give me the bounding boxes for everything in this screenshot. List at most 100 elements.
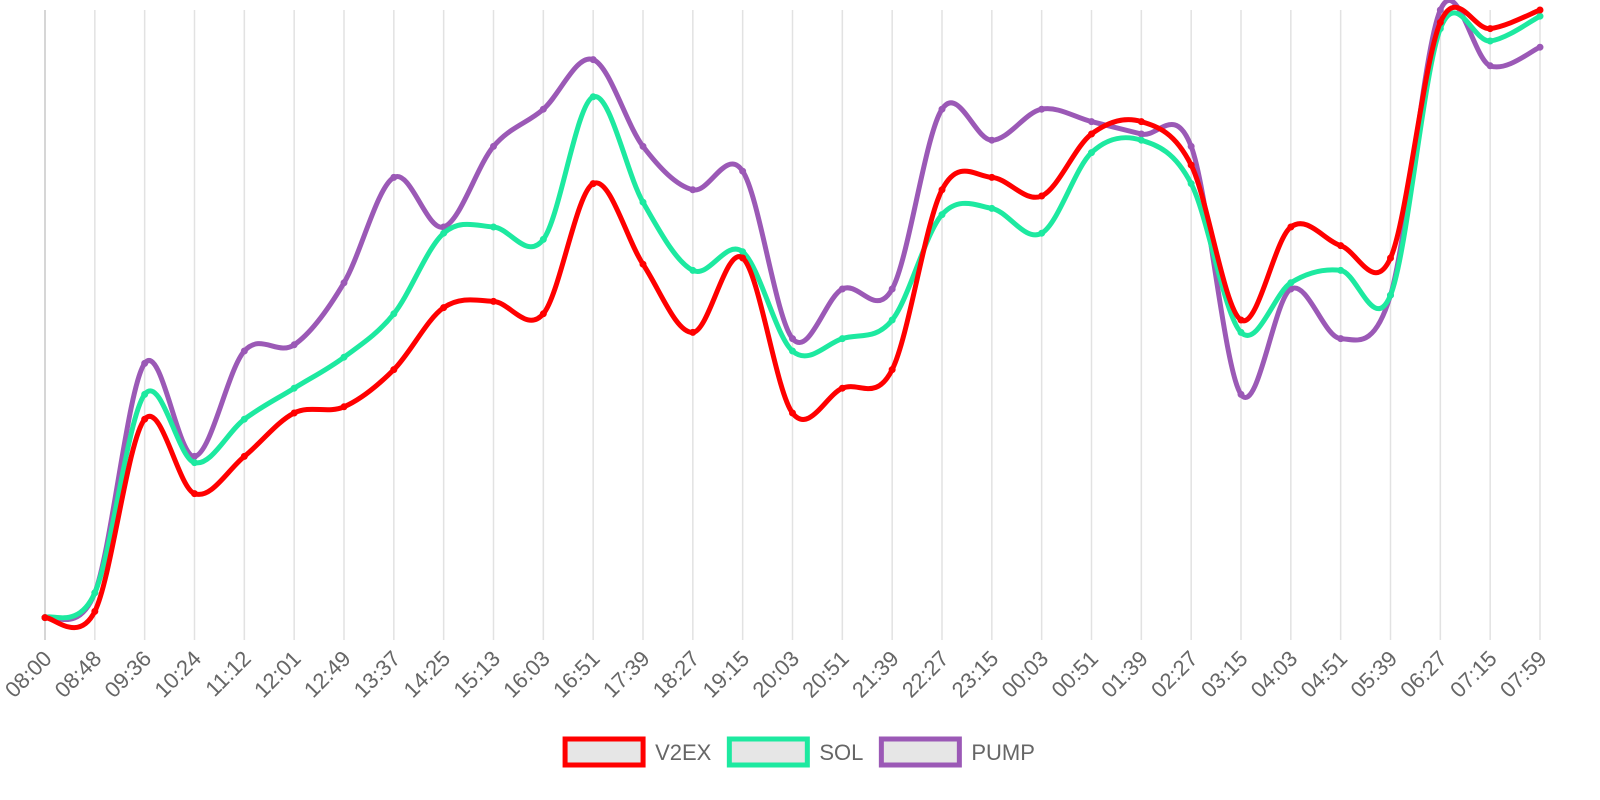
data-point-pump [1536,43,1544,51]
data-point-pump [490,142,497,150]
data-point-pump [1436,6,1444,14]
data-point-v2ex [739,254,747,262]
data-point-sol [1337,266,1345,274]
data-point-sol [340,353,348,361]
x-tick-label: 21:39 [847,646,904,703]
data-point-pump [938,105,946,113]
x-tick-label: 09:36 [100,646,157,703]
data-point-v2ex [1187,161,1195,169]
data-point-pump [1088,118,1095,126]
data-point-v2ex [290,409,298,417]
x-tick-label: 01:39 [1096,646,1153,703]
data-point-v2ex [1038,192,1046,200]
legend-label: SOL [819,740,863,765]
data-point-sol [1486,37,1494,45]
data-point-pump [191,452,198,460]
data-point-v2ex [639,260,647,268]
data-point-pump [1486,62,1494,70]
x-tick-label: 20:51 [797,646,854,703]
data-point-v2ex [938,186,946,194]
data-point-v2ex [1088,130,1095,138]
grid-lines [44,10,1541,640]
data-point-sol [1536,12,1544,20]
x-tick-label: 07:15 [1445,646,1502,703]
data-point-sol [141,390,149,398]
legend-label: PUMP [971,740,1035,765]
data-point-sol [639,198,647,206]
data-point-v2ex [1486,25,1494,33]
data-point-pump [789,335,796,343]
data-point-sol [1187,180,1195,188]
x-tick-label: 23:15 [947,646,1004,703]
data-point-v2ex [1337,242,1345,250]
x-tick-label: 18:27 [648,646,705,703]
data-point-sol [589,93,597,101]
x-tick-label: 16:03 [498,646,555,703]
data-point-sol [1038,229,1046,237]
data-point-sol [1137,136,1145,144]
x-tick-label: 12:01 [249,646,306,703]
data-point-v2ex [1137,118,1145,126]
data-point-sol [390,310,398,318]
x-tick-label: 03:15 [1196,646,1253,703]
data-point-v2ex [141,415,149,423]
data-point-sol [490,223,497,231]
x-tick-label: 08:00 [0,646,57,703]
data-point-v2ex [390,366,398,374]
data-point-v2ex [1536,6,1544,14]
data-point-sol [938,211,946,219]
data-point-v2ex [240,452,248,460]
x-tick-label: 02:27 [1146,646,1203,703]
data-point-sol [290,384,298,392]
data-point-sol [1287,279,1295,287]
x-tick-label: 04:03 [1246,646,1303,703]
data-point-pump [1137,130,1145,138]
legend-item-sol[interactable]: SOL [726,736,863,768]
x-tick-label: 15:13 [448,646,505,703]
data-point-v2ex [440,304,448,312]
series-line-pump [42,0,1543,623]
x-tick-label: 12:49 [299,646,356,703]
legend-swatch [878,736,962,768]
data-point-sol [1237,328,1245,336]
data-point-pump [1237,390,1245,398]
series-lines [41,0,1544,631]
x-tick-label: 08:48 [50,646,107,703]
legend-item-pump[interactable]: PUMP [878,736,1035,768]
data-point-v2ex [191,490,198,498]
data-point-v2ex [689,328,697,336]
data-point-pump [988,136,996,144]
data-point-pump [290,341,298,349]
x-tick-label: 06:27 [1395,646,1452,703]
data-point-pump [838,285,846,293]
data-point-sol [739,248,747,256]
x-axis-ticks: 08:0008:4809:3610:2411:1212:0112:4913:37… [0,646,1552,703]
data-point-pump [390,173,398,181]
x-tick-label: 19:15 [698,646,755,703]
data-point-sol [1387,291,1394,299]
x-tick-label: 16:51 [548,646,605,703]
data-point-pump [689,186,697,194]
data-point-v2ex [91,607,99,615]
legend-item-v2ex[interactable]: V2EX [562,736,712,768]
x-tick-label: 22:27 [897,646,954,703]
data-point-v2ex [589,180,597,188]
data-point-sol [888,316,896,324]
data-point-pump [141,359,149,367]
data-point-pump [340,279,348,287]
data-point-pump [240,347,248,355]
x-tick-label: 13:37 [349,646,406,703]
data-point-sol [539,235,547,243]
data-point-v2ex [789,409,796,417]
data-point-sol [191,459,198,467]
data-point-sol [838,335,846,343]
data-point-v2ex [1436,18,1444,26]
x-tick-label: 17:39 [598,646,655,703]
data-point-v2ex [41,614,49,622]
data-point-sol [689,266,697,274]
x-tick-label: 11:12 [200,646,255,701]
data-point-v2ex [490,297,497,305]
data-point-v2ex [1237,316,1245,324]
data-point-pump [1187,142,1195,150]
data-point-pump [639,142,647,150]
